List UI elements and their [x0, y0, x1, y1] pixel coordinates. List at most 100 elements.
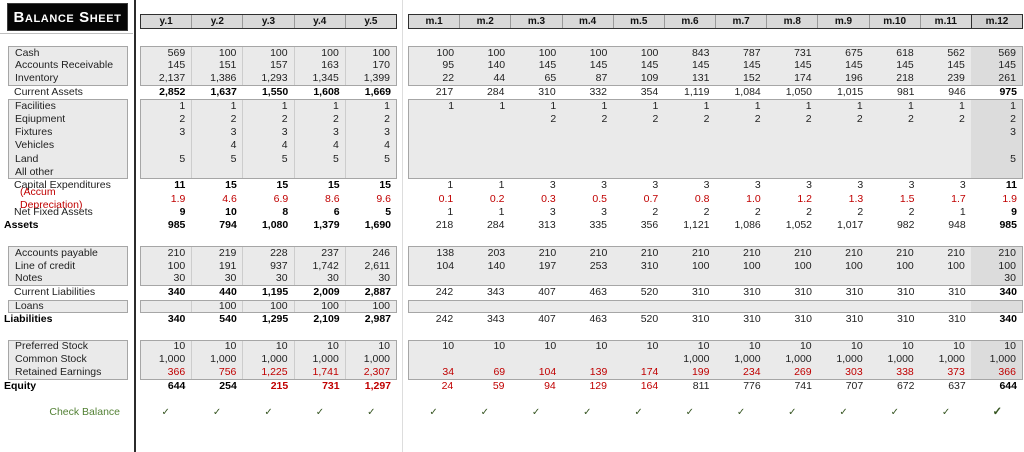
cell[interactable]: 310 — [691, 312, 710, 325]
cell[interactable]: 2,987 — [364, 312, 392, 325]
cell[interactable]: 203 — [487, 246, 506, 259]
cell[interactable]: 30 — [242, 272, 293, 286]
col-header-m-2[interactable]: m.2 — [459, 15, 510, 28]
cell[interactable]: 1 — [179, 99, 186, 112]
cell[interactable]: 4 — [344, 139, 396, 153]
cell[interactable]: 44 — [493, 72, 506, 85]
cell[interactable] — [715, 166, 766, 178]
cell[interactable]: 1 — [191, 100, 242, 113]
cell[interactable]: 100 — [487, 46, 506, 59]
cell[interactable]: 1,052 — [785, 219, 812, 232]
cell[interactable]: 3 — [601, 206, 607, 219]
cell[interactable]: 215 — [270, 379, 289, 392]
cell[interactable]: 335 — [589, 219, 607, 232]
cell[interactable]: 1,225 — [242, 366, 293, 379]
cell[interactable] — [141, 139, 191, 152]
cell[interactable]: 569 — [970, 47, 1022, 60]
cell[interactable] — [293, 166, 345, 179]
row-label-cell[interactable]: Accounts Receivable — [0, 59, 134, 73]
cell[interactable]: 672 — [896, 379, 915, 392]
cell[interactable]: ✓ — [839, 407, 848, 419]
cell[interactable]: 1.5 — [899, 192, 915, 205]
cell[interactable] — [767, 166, 818, 178]
cell[interactable]: 1,000 — [242, 352, 293, 367]
cell[interactable]: 1 — [754, 99, 761, 112]
cell[interactable]: 756 — [191, 366, 242, 379]
cell[interactable]: 1,293 — [242, 72, 293, 86]
cell[interactable]: 310 — [743, 312, 761, 325]
cell[interactable]: 100 — [242, 300, 293, 312]
cell[interactable]: 1,637 — [210, 86, 237, 99]
col-header-m-12[interactable]: m.12 — [970, 15, 1023, 28]
cell[interactable]: 5 — [385, 206, 392, 219]
cell[interactable] — [767, 301, 818, 312]
cell[interactable]: 340 — [167, 286, 186, 299]
cell[interactable] — [613, 126, 664, 139]
cell[interactable]: 210 — [538, 246, 557, 259]
cell[interactable] — [460, 353, 511, 366]
cell[interactable]: 1,050 — [785, 86, 812, 99]
cell[interactable]: 366 — [970, 366, 1022, 379]
cell[interactable]: 1,000 — [293, 352, 345, 367]
cell[interactable]: 152 — [743, 72, 761, 85]
col-header-m-8[interactable]: m.8 — [766, 15, 817, 28]
cell[interactable]: 343 — [486, 312, 505, 325]
cell[interactable]: 2 — [179, 112, 186, 125]
cell[interactable]: ✓ — [634, 407, 643, 419]
row-label-cell[interactable]: Facilities — [0, 99, 134, 113]
cell[interactable] — [409, 353, 460, 366]
cell[interactable]: 10 — [493, 340, 506, 353]
cell[interactable]: ✓ — [480, 407, 490, 419]
cell[interactable]: 237 — [293, 247, 345, 260]
cell[interactable]: 174 — [794, 72, 812, 85]
cell[interactable] — [664, 139, 715, 152]
cell[interactable] — [818, 139, 869, 152]
cell[interactable]: 100 — [344, 300, 396, 312]
cell[interactable]: 1,015 — [836, 86, 864, 99]
cell[interactable] — [920, 166, 971, 178]
cell[interactable]: 5 — [179, 152, 186, 165]
cell[interactable] — [920, 273, 971, 285]
cell[interactable]: 303 — [845, 365, 863, 378]
cell[interactable]: 2,137 — [158, 72, 186, 85]
cell[interactable]: 15 — [225, 179, 237, 192]
col-header-m-5[interactable]: m.5 — [612, 15, 664, 28]
cell[interactable]: 151 — [191, 59, 242, 73]
cell[interactable]: 210 — [845, 246, 863, 259]
col-header-m-10[interactable]: m.10 — [868, 15, 920, 28]
cell[interactable]: 2 — [344, 112, 396, 127]
cell[interactable]: 30 — [191, 272, 242, 286]
cell[interactable]: 284 — [486, 219, 505, 232]
cell[interactable]: ✓ — [212, 407, 222, 419]
cell[interactable] — [562, 126, 613, 139]
cell[interactable]: 65 — [544, 72, 557, 85]
cell[interactable]: 3 — [857, 179, 864, 192]
cell[interactable]: 2 — [959, 112, 965, 125]
cell[interactable]: 3 — [293, 126, 345, 140]
cell[interactable]: 100 — [947, 259, 965, 272]
cell[interactable]: 1,000 — [158, 352, 186, 365]
cell[interactable]: 1,000 — [887, 352, 914, 365]
cell[interactable]: 3 — [908, 179, 915, 192]
cell[interactable]: 982 — [896, 219, 915, 232]
cell[interactable]: 356 — [640, 219, 659, 232]
cell[interactable]: 2,307 — [344, 366, 396, 379]
cell[interactable]: 100 — [896, 259, 914, 272]
cell[interactable]: 2,611 — [344, 259, 396, 273]
cell[interactable]: 10 — [646, 340, 659, 353]
cell[interactable]: 210 — [970, 247, 1022, 260]
cell[interactable]: 129 — [589, 379, 607, 392]
cell[interactable]: 975 — [999, 86, 1017, 99]
cell[interactable]: ✓ — [531, 407, 541, 419]
cell[interactable]: 15 — [379, 179, 392, 192]
cell[interactable] — [715, 126, 766, 139]
cell[interactable]: 937 — [242, 259, 293, 273]
row-label-cell[interactable]: Cash — [0, 46, 134, 60]
cell[interactable]: 407 — [538, 312, 556, 325]
cell[interactable]: 310 — [691, 286, 710, 299]
cell[interactable] — [664, 153, 715, 166]
cell[interactable] — [869, 273, 920, 285]
cell[interactable]: 310 — [948, 286, 966, 299]
row-label-cell[interactable]: Assets — [0, 219, 134, 232]
cell[interactable]: 2 — [805, 112, 812, 125]
